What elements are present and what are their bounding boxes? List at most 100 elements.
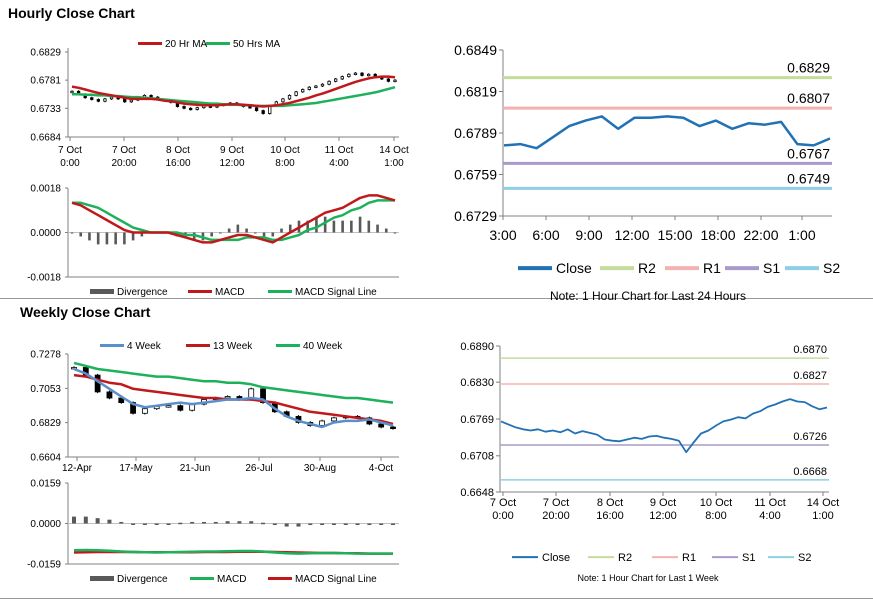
weekly-divergence-bar xyxy=(142,523,147,525)
weekly-legend-macd-label: MACD xyxy=(217,574,246,585)
hourly-divergence-bar xyxy=(315,216,318,233)
hourly-divergence-bar xyxy=(79,232,83,237)
weekly-candle-body xyxy=(260,388,266,403)
hourly-candle-body xyxy=(320,83,325,87)
weekly_levels-note: Note: 1 Hour Chart for Last 1 Week xyxy=(578,573,719,583)
weekly-candle-ytick-label: 0.6604 xyxy=(30,453,61,464)
hourly-candle-body xyxy=(347,73,351,78)
hourly-section-title: Hourly Close Chart xyxy=(8,5,135,21)
weekly-divergence-bar xyxy=(249,521,254,524)
weekly-divergence-bar xyxy=(107,519,112,524)
weekly-divergence-bar xyxy=(284,523,289,527)
hourly-candle-body xyxy=(281,98,285,103)
weekly-candle-body xyxy=(130,402,136,414)
hourly_levels-ytick-label: 0.6789 xyxy=(454,125,497,141)
hourly-divergence-bar xyxy=(350,220,353,233)
weekly-candle-body xyxy=(141,408,148,414)
weekly_levels-xtick-label: 0:00 xyxy=(492,510,513,522)
hourly-candle-ytick-label: 0.6684 xyxy=(30,133,61,144)
hourly-divergence-bar xyxy=(236,224,240,233)
hourly_levels-level-s1-label: 0.6767 xyxy=(787,145,830,161)
hourly-candle-body xyxy=(182,106,186,109)
hourly-candle-xtick-label: 20:00 xyxy=(111,158,136,169)
weekly-legend-divergence-label: Divergence xyxy=(117,574,168,585)
hourly-candle-body xyxy=(314,85,318,88)
hourly_levels-legend-close-label: Close xyxy=(556,260,592,276)
hourly-divergence-bar xyxy=(88,232,91,241)
hourly-candle-body xyxy=(90,97,94,100)
weekly_levels-ytick-label: 0.6769 xyxy=(460,414,494,426)
weekly_levels-legend-close-label: Close xyxy=(542,552,570,564)
hourly-candle-ytick-label: 0.6733 xyxy=(30,104,61,115)
hourly-candle-ytick-label: 0.6781 xyxy=(30,76,61,87)
hourly-macd-ytick-label: 0.0018 xyxy=(30,184,61,195)
weekly_levels-level-s2-label: 0.6668 xyxy=(793,466,827,478)
hourly-candle-body xyxy=(123,98,127,103)
hourly-candle-body xyxy=(261,110,265,114)
hourly_levels-xtick-label: 22:00 xyxy=(743,227,778,243)
weekly-macd-ytick-label: 0.0159 xyxy=(30,479,61,490)
hourly-divergence-bar xyxy=(280,228,283,233)
hourly-macd-ytick-label: -0.0018 xyxy=(27,273,61,284)
weekly_levels-xtick-label: 7 Oct xyxy=(490,497,516,509)
weekly-candle-xtick-label: 12-Apr xyxy=(62,463,93,474)
hourly-candle-body xyxy=(129,99,133,103)
weekly_levels-xtick-label: 11 Oct xyxy=(754,497,786,509)
section-divider xyxy=(0,298,873,299)
hourly-divergence-bar xyxy=(114,232,117,245)
hourly-candle-body xyxy=(366,73,371,77)
hourly-candle-body xyxy=(360,72,364,76)
weekly-divergence-bar xyxy=(379,523,384,525)
hourly-candle-body xyxy=(340,76,344,80)
hourly-divergence-bar xyxy=(358,216,362,233)
weekly_levels-xtick-label: 10 Oct xyxy=(700,497,732,509)
hourly-divergence-bar xyxy=(323,216,327,233)
hourly-candle-body xyxy=(109,96,114,100)
hourly-candle-body xyxy=(149,94,153,98)
hourly-divergence-bar xyxy=(105,232,109,245)
hourly-macd-signal-line xyxy=(72,199,395,242)
weekly-candle-ytick-label: 0.7053 xyxy=(30,384,61,395)
weekly-divergence-bar xyxy=(391,523,395,525)
weekly_levels-xtick-label: 20:00 xyxy=(542,510,570,522)
hourly-candle-xtick-label: 8 Oct xyxy=(166,145,190,156)
weekly-divergence-bar xyxy=(320,523,325,525)
weekly_levels-legend-s1-label: S1 xyxy=(742,552,755,564)
weekly-4week-line xyxy=(73,367,394,429)
hourly-divergence-bar xyxy=(271,232,275,237)
weekly-candle-body xyxy=(224,396,231,399)
hourly-candle-body xyxy=(353,72,358,76)
weekly-candle-xtick-label: 26-Jul xyxy=(245,463,272,474)
hourly-candle-body xyxy=(103,98,107,102)
hourly-candle-xtick-label: 9 Oct xyxy=(220,145,244,156)
legend-50hrs-ma-label: 50 Hrs MA xyxy=(233,39,281,50)
hourly-divergence-bar xyxy=(367,220,371,233)
hourly-divergence-bar xyxy=(123,232,126,245)
hourly_levels-ytick-label: 0.6729 xyxy=(454,208,497,224)
hourly-divergence-bar xyxy=(306,220,310,233)
weekly-divergence-bar xyxy=(201,521,206,524)
hourly_levels-close-line xyxy=(503,115,831,150)
hourly-macd-ytick-label: 0.0000 xyxy=(30,228,61,239)
hourly-candle-xtick-label: 10 Oct xyxy=(270,145,300,156)
hourly-candle-body xyxy=(334,78,338,82)
hourly-divergence-bar xyxy=(288,224,292,233)
hourly-divergence-bar xyxy=(140,232,144,237)
hourly-divergence-bar xyxy=(384,228,388,233)
hourly-candle-body xyxy=(294,91,298,96)
weekly-divergence-bar xyxy=(154,523,159,525)
hourly-divergence-bar xyxy=(219,232,222,234)
hourly_levels-xtick-label: 3:00 xyxy=(489,227,516,243)
weekly-candle-ytick-label: 0.6829 xyxy=(30,418,61,429)
weekly-divergence-bar xyxy=(237,521,242,524)
weekly-candle-body xyxy=(177,405,184,411)
weekly-divergence-bar xyxy=(83,516,88,524)
hourly-legend-divergence-label: Divergence xyxy=(117,287,168,298)
weekly_levels-level-s1-label: 0.6726 xyxy=(793,431,827,443)
weekly-candle-body xyxy=(331,417,337,422)
hourly_levels-legend-r1-label: R1 xyxy=(703,260,721,276)
hourly_levels-xtick-label: 1:00 xyxy=(788,227,815,243)
weekly-divergence-bar xyxy=(272,523,277,526)
weekly-divergence-bar xyxy=(355,523,360,525)
